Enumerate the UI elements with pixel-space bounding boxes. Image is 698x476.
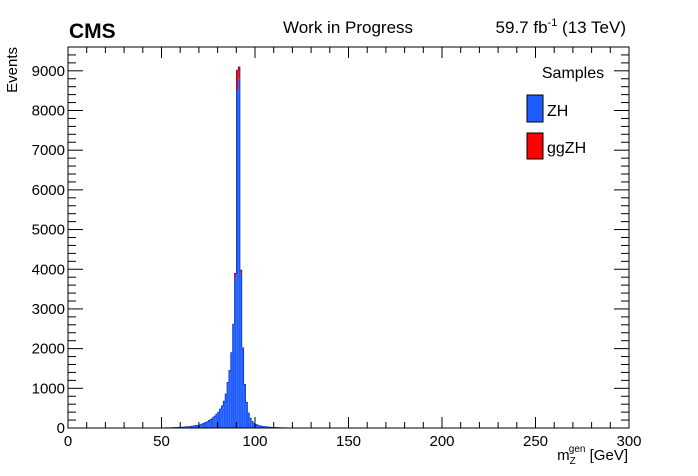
x-tick-label: 50 <box>153 433 170 450</box>
histogram-bar-zh <box>189 426 192 428</box>
x-tick-label: 0 <box>64 433 72 450</box>
histogram-bar-zh <box>183 426 186 428</box>
histogram-bar-zh <box>204 422 207 428</box>
axis-ticks: 0 50 100 150 200 250 3000100020003000400050006… <box>32 46 642 450</box>
x-tick-label: 200 <box>429 433 454 450</box>
histogram-bar-zh <box>221 405 224 428</box>
histogram-bar-zh <box>232 324 235 428</box>
x-axis-title: mZgen [GeV] <box>557 444 628 467</box>
y-tick-label: 8000 <box>32 103 65 120</box>
histogram-bar-zh <box>266 426 269 428</box>
x-axis-title-unit: [GeV] <box>585 447 628 464</box>
histogram-bar-zh <box>240 273 242 428</box>
histogram-bar-zh <box>249 418 252 428</box>
histogram-bar-zh <box>243 384 246 428</box>
histogram-bar-zh <box>255 424 257 428</box>
histogram-bar-zh <box>211 417 214 428</box>
x-tick-label: 250 <box>523 433 548 450</box>
histogram-bar-zh <box>262 426 265 428</box>
y-tick-label: 5000 <box>32 222 65 239</box>
histogram-bar-zh <box>241 348 244 428</box>
y-tick-label: 4000 <box>32 261 65 278</box>
histogram-bar-zh <box>213 416 216 428</box>
histogram-bar-zh <box>253 423 255 428</box>
histogram-bar-zh <box>258 425 261 428</box>
histogram-bar-zh <box>223 401 226 428</box>
y-tick-label: 6000 <box>32 182 65 199</box>
y-tick-label: 9000 <box>32 63 65 80</box>
histogram-bar-zh <box>236 90 239 428</box>
plot-frame <box>67 46 630 429</box>
y-tick-label: 2000 <box>32 341 65 358</box>
histogram-bar-ggzh <box>240 270 242 274</box>
x-tick-label: 100 <box>242 433 267 450</box>
histogram-bar-zh <box>230 352 233 428</box>
experiment-label: CMS <box>69 20 116 43</box>
legend-label-zh: ZH <box>547 103 568 120</box>
legend-label-ggzh: ggZH <box>547 140 586 157</box>
histogram-bar-ggzh <box>232 324 235 325</box>
status-label: Work in Progress <box>283 18 413 37</box>
histogram-bar-zh <box>215 414 218 428</box>
histogram-bar-zh <box>264 426 267 428</box>
luminosity-exponent: -1 <box>548 17 558 29</box>
y-tick-label: 7000 <box>32 142 65 159</box>
histogram-bar-ggzh <box>241 347 244 349</box>
histogram-bar-zh <box>197 425 199 428</box>
histogram-bar-zh <box>185 426 188 428</box>
y-axis-title: Events <box>4 47 21 93</box>
x-axis-title-sub: Z <box>570 456 576 467</box>
y-tick-label: 1000 <box>32 380 65 397</box>
histogram-bar-zh <box>238 78 241 428</box>
histogram-bar-zh <box>225 393 227 428</box>
histogram-bar-zh <box>217 412 220 428</box>
luminosity-label: 59.7 fb-1 (13 TeV) <box>496 17 626 37</box>
histogram-bar-zh <box>191 426 194 428</box>
histogram-bar-zh <box>187 426 190 428</box>
histogram-bar-zh <box>198 424 201 428</box>
y-tick-label: 3000 <box>32 301 65 318</box>
histogram-bars <box>161 66 295 429</box>
luminosity-value: 59.7 fb <box>496 18 548 37</box>
histogram-bar-ggzh <box>238 66 241 79</box>
histogram-bar-ggzh <box>236 70 239 91</box>
histogram-bar-zh <box>206 421 209 428</box>
energy-value: (13 TeV) <box>557 18 626 37</box>
histogram-bar-zh <box>256 425 259 428</box>
histogram-bar-zh <box>247 412 250 428</box>
histogram-bar-zh <box>202 423 205 428</box>
histogram-bar-zh <box>228 370 231 428</box>
legend-swatch-zh <box>526 94 544 123</box>
x-tick-label: 150 <box>336 433 361 450</box>
histogram-bar-zh <box>195 425 198 428</box>
histogram-bar-zh <box>245 402 248 428</box>
histogram-bar-zh <box>193 425 196 428</box>
histogram-bar-zh <box>226 382 229 428</box>
histogram-bar-zh <box>234 277 237 428</box>
legend: Samples ZH ggZH <box>526 65 604 160</box>
histogram-bar-ggzh <box>234 273 237 278</box>
histogram-bar-zh <box>210 419 212 428</box>
histogram-bar-zh <box>219 408 222 428</box>
x-tick-label: 300 <box>616 433 641 450</box>
y-tick-label: 0 <box>57 420 65 437</box>
histogram-bar-zh <box>251 421 254 428</box>
x-axis-title-main: m <box>557 447 570 464</box>
histogram-outline <box>161 66 295 429</box>
x-axis-title-sup: gen <box>569 444 586 455</box>
histogram-bar-zh <box>200 424 203 428</box>
legend-title: Samples <box>542 65 604 82</box>
histogram-bar-zh <box>260 426 263 428</box>
histogram-bar-zh <box>208 420 211 428</box>
legend-swatch-ggzh <box>526 132 544 160</box>
